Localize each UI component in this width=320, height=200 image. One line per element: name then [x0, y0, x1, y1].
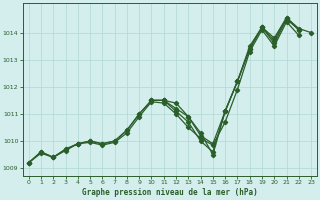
X-axis label: Graphe pression niveau de la mer (hPa): Graphe pression niveau de la mer (hPa)	[82, 188, 258, 197]
